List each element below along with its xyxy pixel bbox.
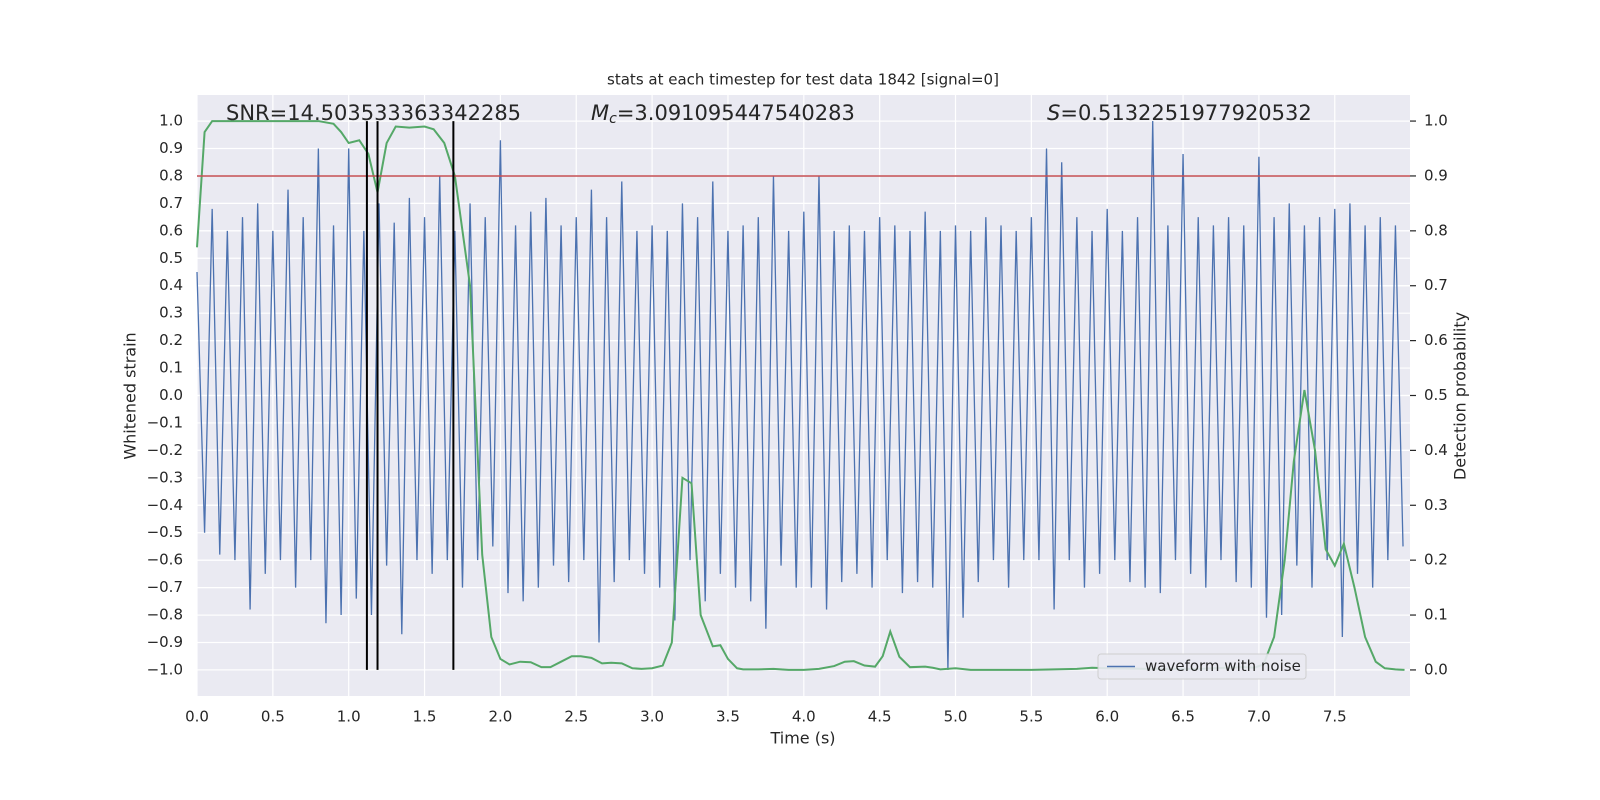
- y2-axis-label: Detection probability: [1451, 312, 1470, 480]
- y-tick-label: 0.8: [159, 166, 183, 184]
- annotation-symbol: M: [591, 101, 609, 125]
- x-tick-label: 1.0: [337, 708, 361, 726]
- y2-tick-label: 1.0: [1424, 112, 1448, 130]
- x-tick-label: 5.5: [1019, 708, 1043, 726]
- x-tick-label: 3.0: [640, 708, 664, 726]
- y2-tick-label: 0.4: [1424, 441, 1448, 459]
- y2-tick-label: 0.5: [1424, 386, 1448, 404]
- chart-title: stats at each timestep for test data 184…: [607, 71, 999, 89]
- y2-tick-label: 0.3: [1424, 496, 1448, 514]
- annotation: SNR=14.503533363342285: [226, 101, 521, 125]
- x-tick-label: 7.5: [1323, 708, 1347, 726]
- annotation-text: SNR=14.503533363342285: [226, 101, 521, 125]
- y-tick-label: −0.2: [147, 441, 183, 459]
- annotation-text: =3.091095447540283: [617, 101, 855, 125]
- y2-tick-label: 0.9: [1424, 166, 1448, 184]
- y2-tick-label: 0.8: [1424, 221, 1448, 239]
- x-tick-label: 5.0: [944, 708, 968, 726]
- waveform-line: [196, 121, 1404, 670]
- x-tick-label: 2.5: [564, 708, 588, 726]
- x-tick-label: 6.5: [1171, 708, 1195, 726]
- y-tick-label: −0.8: [147, 606, 183, 624]
- y-tick-label: 0.0: [159, 386, 183, 404]
- y-tick-label: 0.7: [159, 194, 183, 212]
- y-tick-label: −0.4: [147, 496, 183, 514]
- y-tick-label: −1.0: [147, 660, 183, 678]
- x-tick-label: 2.0: [488, 708, 512, 726]
- legend-label: waveform with noise: [1145, 657, 1301, 675]
- x-tick-label: 3.5: [716, 708, 740, 726]
- y-tick-label: −0.9: [147, 633, 183, 651]
- y-tick-label: −0.7: [147, 578, 183, 596]
- annotation: Mc=3.091095447540283: [591, 101, 855, 127]
- x-tick-label: 4.5: [868, 708, 892, 726]
- y2-tick-label: 0.7: [1424, 276, 1448, 294]
- x-tick-label: 1.5: [413, 708, 437, 726]
- y-tick-label: −0.5: [147, 523, 183, 541]
- annotation-text: =0.5132251977920532: [1060, 101, 1311, 125]
- y-tick-label: 0.2: [159, 331, 183, 349]
- y-tick-label: −0.3: [147, 468, 183, 486]
- y2-tick-label: 0.0: [1424, 660, 1448, 678]
- x-tick-label: 6.0: [1095, 708, 1119, 726]
- y-tick-label: 0.3: [159, 304, 183, 322]
- y-tick-label: 0.1: [159, 359, 183, 377]
- y-tick-label: 1.0: [159, 112, 183, 130]
- legend: waveform with noise: [1097, 653, 1307, 680]
- y-axis-label: Whitened strain: [121, 332, 140, 459]
- y2-tick-label: 0.1: [1424, 606, 1448, 624]
- y-tick-label: −0.1: [147, 413, 183, 431]
- y-tick-label: 0.9: [159, 139, 183, 157]
- annotation-subscript: c: [609, 111, 617, 127]
- x-tick-label: 0.5: [261, 708, 285, 726]
- y-tick-label: 0.6: [159, 221, 183, 239]
- annotation-symbol: S: [1047, 101, 1060, 125]
- y2-tick-label: 0.6: [1424, 331, 1448, 349]
- x-tick-label: 0.0: [185, 708, 209, 726]
- legend-box: [1097, 653, 1307, 680]
- y2-tick-label: 0.2: [1424, 551, 1448, 569]
- y-tick-label: 0.4: [159, 276, 183, 294]
- y-tick-label: 0.5: [159, 249, 183, 267]
- x-tick-label: 4.0: [792, 708, 816, 726]
- annotation: S=0.5132251977920532: [1047, 101, 1312, 125]
- x-tick-label: 7.0: [1247, 708, 1271, 726]
- x-axis-label: Time (s): [769, 729, 835, 748]
- y-tick-label: −0.6: [147, 551, 183, 569]
